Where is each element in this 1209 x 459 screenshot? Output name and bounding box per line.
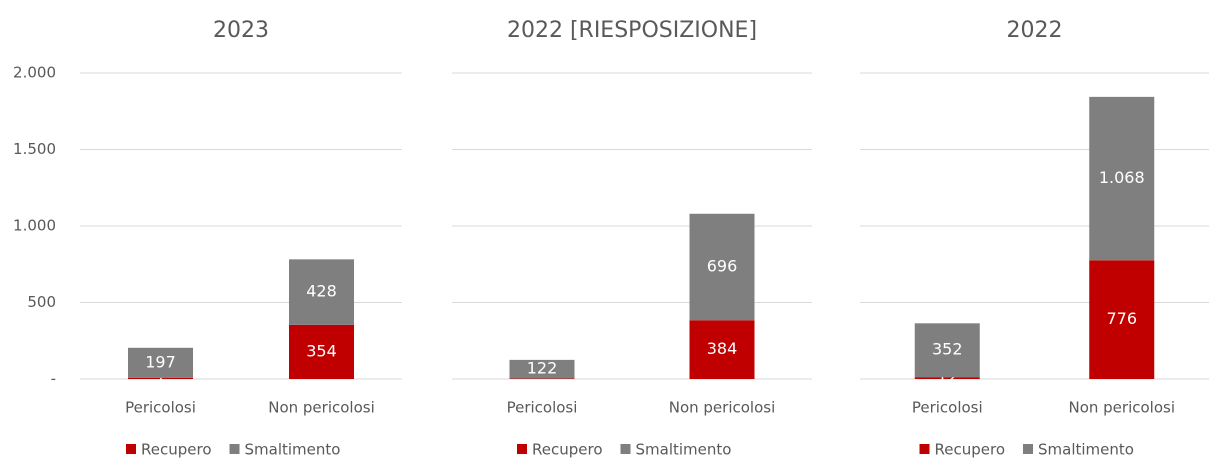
x-tick-label: Non pericolosi <box>669 399 776 417</box>
chart-title: 2022 [RIESPOSIZIONE] <box>507 18 757 43</box>
y-tick-label: 1.000 <box>13 217 56 235</box>
x-tick-label: Pericolosi <box>507 399 578 417</box>
value-label: 776 <box>1106 309 1137 328</box>
value-label: 354 <box>306 341 337 360</box>
bar-segment <box>128 347 193 378</box>
legend-swatch <box>517 444 527 454</box>
y-tick-label: - <box>51 370 56 388</box>
chart-title: 2022 <box>1007 18 1063 43</box>
value-label: 1.068 <box>1099 168 1145 187</box>
bar-segment <box>128 377 193 379</box>
y-tick-label: 1.500 <box>13 140 56 158</box>
bar-segment <box>914 323 980 378</box>
legend-swatch <box>919 444 930 454</box>
legend-label: Smaltimento <box>636 441 732 459</box>
x-tick-label: Non pericolosi <box>268 399 375 417</box>
bar-segment <box>289 259 354 325</box>
legend-label: Smaltimento <box>1038 441 1134 459</box>
bar-segment <box>289 324 354 379</box>
value-label: 197 <box>145 352 176 371</box>
value-label: 122 <box>527 359 558 378</box>
bar-segment <box>1089 96 1155 261</box>
bar-segment <box>914 377 980 379</box>
y-tick-label: 2.000 <box>13 64 56 82</box>
value-label: 428 <box>306 282 337 301</box>
y-tick-label: 500 <box>27 293 56 311</box>
bar-segment <box>689 213 755 321</box>
legend-swatch <box>1023 444 1033 454</box>
bar-segment <box>509 359 575 379</box>
x-tick-label: Pericolosi <box>125 399 196 417</box>
x-tick-label: Non pericolosi <box>1068 399 1175 417</box>
chart-title: 2023 <box>213 18 269 43</box>
bar-segment <box>689 320 755 379</box>
bar-segment <box>1089 260 1155 379</box>
legend-label: Recupero <box>141 441 212 459</box>
x-tick-label: Pericolosi <box>912 399 983 417</box>
value-label: 696 <box>707 257 738 276</box>
legend-swatch <box>126 444 136 454</box>
value-label: 352 <box>932 340 963 359</box>
value-label: 384 <box>707 339 738 358</box>
legend-label: Recupero <box>935 441 1006 459</box>
legend-swatch <box>620 444 631 454</box>
legend-swatch <box>229 444 240 454</box>
legend-label: Recupero <box>532 441 603 459</box>
legend-label: Smaltimento <box>245 441 341 459</box>
